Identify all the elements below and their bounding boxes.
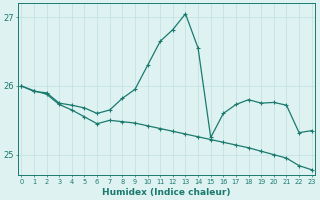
X-axis label: Humidex (Indice chaleur): Humidex (Indice chaleur) (102, 188, 231, 197)
